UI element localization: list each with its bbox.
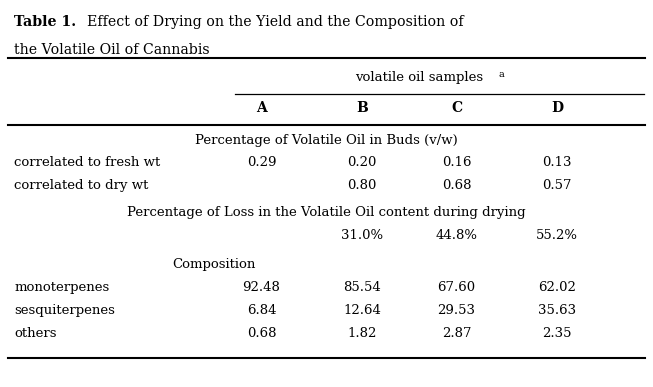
Text: D: D (551, 101, 564, 115)
Text: Percentage of Volatile Oil in Buds (v/w): Percentage of Volatile Oil in Buds (v/w) (195, 134, 458, 147)
Text: Table 1.: Table 1. (14, 15, 76, 29)
Text: Percentage of Loss in the Volatile Oil content during drying: Percentage of Loss in the Volatile Oil c… (127, 206, 526, 219)
Text: 67.60: 67.60 (438, 281, 475, 294)
Text: a: a (498, 70, 504, 79)
Text: Composition: Composition (172, 258, 256, 271)
Text: 6.84: 6.84 (247, 304, 276, 317)
Text: 0.16: 0.16 (442, 156, 471, 169)
Text: sesquiterpenes: sesquiterpenes (14, 304, 116, 317)
Text: A: A (256, 101, 267, 115)
Text: 92.48: 92.48 (242, 281, 280, 294)
Text: 1.82: 1.82 (347, 327, 377, 340)
Text: 0.13: 0.13 (543, 156, 572, 169)
Text: 29.53: 29.53 (438, 304, 475, 317)
Text: the Volatile Oil of Cannabis: the Volatile Oil of Cannabis (14, 43, 210, 57)
Text: 0.57: 0.57 (543, 179, 572, 192)
Text: 0.20: 0.20 (347, 156, 377, 169)
Text: 0.68: 0.68 (442, 179, 471, 192)
Text: 2.87: 2.87 (442, 327, 471, 340)
Text: B: B (357, 101, 368, 115)
Text: 2.35: 2.35 (543, 327, 572, 340)
Text: 85.54: 85.54 (343, 281, 381, 294)
Text: C: C (451, 101, 462, 115)
Text: 31.0%: 31.0% (342, 229, 383, 242)
Text: Effect of Drying on the Yield and the Composition of: Effect of Drying on the Yield and the Co… (78, 15, 464, 29)
Text: correlated to fresh wt: correlated to fresh wt (14, 156, 161, 169)
Text: 55.2%: 55.2% (536, 229, 579, 242)
Text: volatile oil samples: volatile oil samples (355, 70, 483, 84)
Text: 0.80: 0.80 (347, 179, 377, 192)
Text: 35.63: 35.63 (538, 304, 577, 317)
Text: others: others (14, 327, 57, 340)
Text: correlated to dry wt: correlated to dry wt (14, 179, 149, 192)
Text: 12.64: 12.64 (343, 304, 381, 317)
Text: 62.02: 62.02 (538, 281, 576, 294)
Text: 0.29: 0.29 (247, 156, 276, 169)
Text: monoterpenes: monoterpenes (14, 281, 110, 294)
Text: 44.8%: 44.8% (436, 229, 477, 242)
Text: 0.68: 0.68 (247, 327, 276, 340)
